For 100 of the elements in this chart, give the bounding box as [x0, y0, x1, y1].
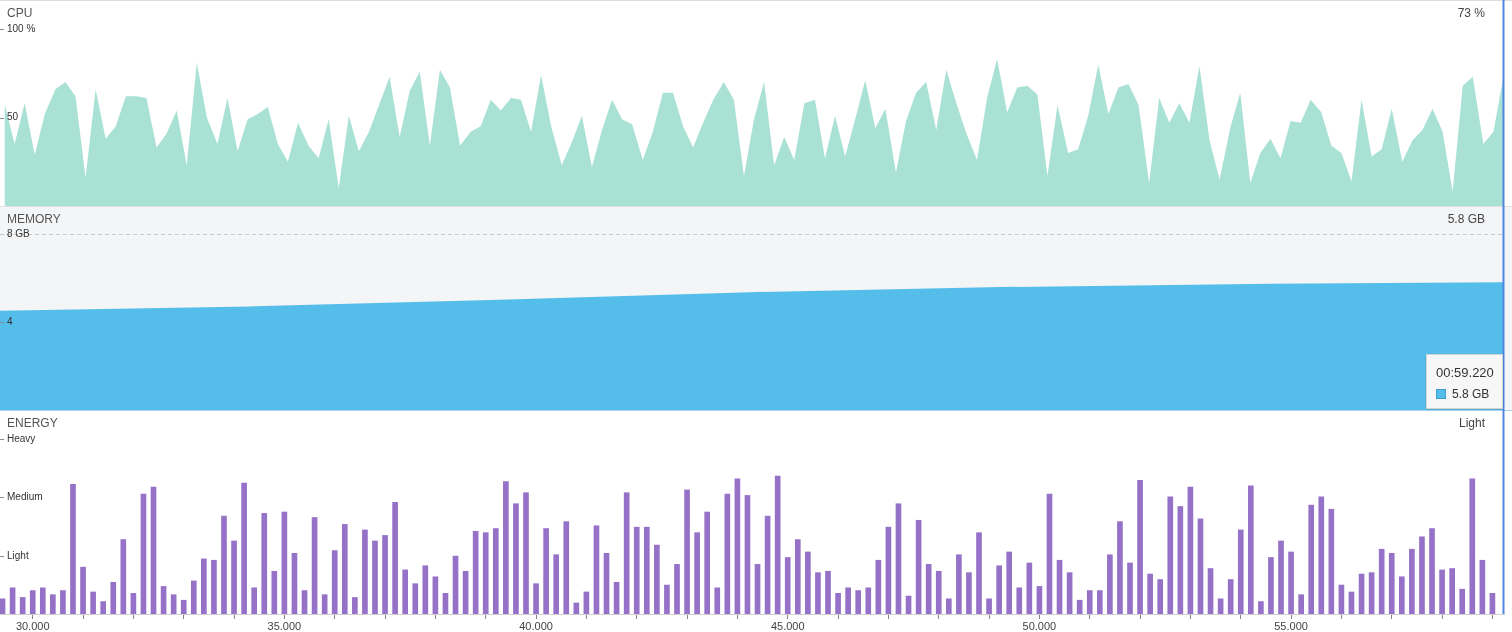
bar [211, 559, 217, 614]
text: Light [1458, 416, 1485, 430]
bar [261, 513, 268, 614]
bar [1258, 601, 1264, 614]
x-tick-label: 30.000 [15, 619, 50, 632]
bar [221, 515, 227, 614]
y-tick-label: 4 [7, 315, 13, 327]
x-tick-label: 35.000 [267, 619, 302, 632]
bar [110, 581, 117, 614]
bar [643, 526, 650, 614]
bar [241, 482, 247, 614]
bar [70, 484, 76, 614]
bar [633, 526, 640, 614]
text: CPU [7, 6, 33, 20]
bar [90, 591, 96, 614]
bar [271, 570, 278, 614]
bar [654, 544, 660, 614]
bar [1016, 587, 1023, 614]
bar [1167, 496, 1174, 614]
bar [794, 539, 801, 614]
bar [1006, 551, 1013, 614]
bar [1127, 562, 1133, 614]
bar [1117, 521, 1123, 614]
bar [1076, 599, 1083, 614]
bar [1227, 579, 1234, 614]
bar [925, 564, 932, 614]
bar [321, 594, 328, 614]
bar [190, 580, 197, 614]
bar [996, 565, 1002, 614]
bar [1247, 485, 1254, 614]
bar [1388, 553, 1395, 614]
bar [402, 569, 409, 614]
bar [1278, 540, 1284, 614]
bar [805, 551, 811, 614]
tooltip: 00:59.220 5.8 GB [1426, 354, 1503, 409]
bar [825, 570, 831, 614]
bar [29, 590, 36, 614]
bar [331, 550, 338, 614]
bar [966, 572, 972, 614]
text: MEMORY [7, 212, 61, 226]
x-tick-label: 50.000 [1022, 619, 1057, 632]
bar [80, 566, 86, 614]
bar [392, 502, 398, 614]
bar [352, 597, 358, 614]
annotation: 5.8 GB [1452, 386, 1490, 401]
bar [1107, 554, 1113, 614]
bar [9, 587, 16, 614]
bar [60, 590, 66, 614]
bar [784, 557, 791, 614]
annotation: Light [7, 550, 29, 562]
y-tick-label: 100 % [7, 22, 36, 34]
bar [956, 554, 962, 614]
bar [573, 602, 580, 614]
bar [1137, 479, 1143, 614]
bar [1378, 548, 1385, 614]
bar [1308, 504, 1315, 614]
bar [1459, 588, 1466, 614]
bar [1449, 568, 1455, 614]
bar [492, 528, 499, 614]
annotation: 00:59.220 [1436, 365, 1494, 380]
bar [513, 503, 519, 614]
bar [372, 540, 378, 614]
bar [845, 587, 851, 614]
bar [362, 529, 368, 614]
bar [503, 481, 509, 614]
bar [664, 584, 670, 614]
bar [1469, 478, 1476, 614]
chart-title: ENERGY [7, 416, 58, 430]
bar [1318, 496, 1325, 614]
bar [945, 598, 952, 614]
bar [976, 532, 982, 614]
bar [1419, 536, 1425, 614]
bar [422, 565, 429, 614]
bar [855, 590, 862, 614]
bar [694, 532, 700, 614]
y-tick-label: 8 GB [7, 227, 31, 239]
bar [301, 590, 308, 614]
bar [1439, 569, 1445, 614]
bar [543, 528, 549, 614]
bar [563, 521, 570, 614]
bar [0, 598, 6, 614]
annotation: Medium [7, 491, 43, 503]
bar [1409, 548, 1415, 614]
bar [986, 598, 992, 614]
bar [1429, 528, 1435, 614]
bar [684, 489, 690, 614]
bar [39, 587, 46, 614]
bar [50, 594, 56, 614]
bar [1086, 590, 1093, 614]
bar [835, 592, 841, 614]
bar [1288, 551, 1294, 614]
bar [1237, 529, 1244, 614]
bar [1398, 576, 1405, 614]
bar [714, 587, 721, 614]
bar [1298, 594, 1304, 614]
text: Heavy [7, 433, 36, 445]
bar [533, 583, 539, 614]
bar [1157, 579, 1164, 614]
bar [1096, 590, 1103, 614]
bar [865, 587, 872, 614]
